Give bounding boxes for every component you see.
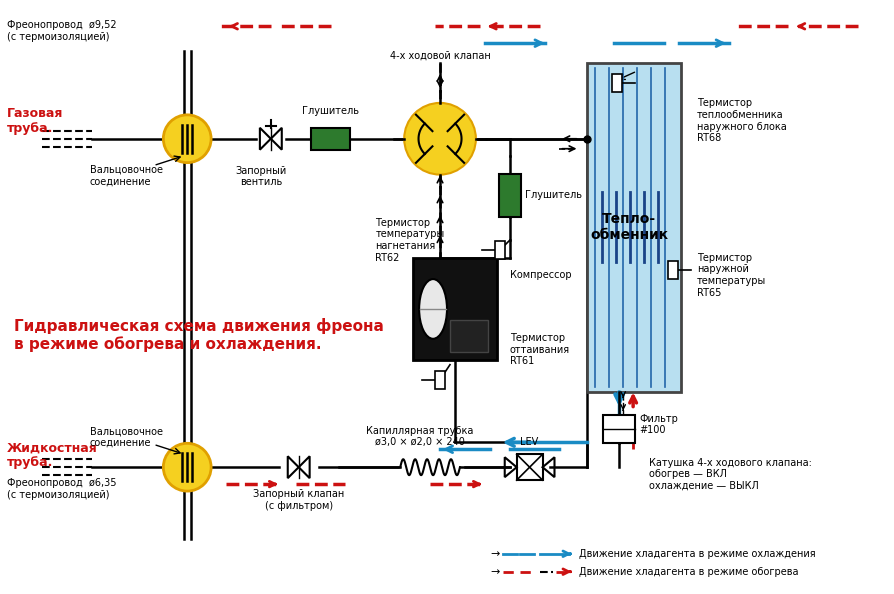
Text: →: → — [491, 567, 500, 577]
Text: Газовая
труба.: Газовая труба. — [7, 107, 63, 135]
Text: Термистор
температуры
нагнетания
RT62: Термистор температуры нагнетания RT62 — [375, 218, 444, 263]
FancyBboxPatch shape — [413, 258, 497, 360]
Text: Запорный
вентиль: Запорный вентиль — [235, 166, 286, 187]
FancyBboxPatch shape — [603, 415, 635, 443]
Text: Фреонопровод  ø9,52
(с термоизоляцией): Фреонопровод ø9,52 (с термоизоляцией) — [7, 20, 117, 42]
Text: Глушитель: Глушитель — [302, 106, 359, 116]
Ellipse shape — [419, 279, 447, 339]
Text: Жидкостная
труба.: Жидкостная труба. — [7, 441, 97, 469]
Text: Термистор
теплообменника
наружного блока
RT68: Термистор теплообменника наружного блока… — [696, 99, 787, 143]
Text: 4-х ходовой клапан: 4-х ходовой клапан — [390, 51, 491, 61]
Text: →: → — [491, 549, 500, 559]
Text: Тепло-
обменник: Тепло- обменник — [590, 212, 668, 242]
FancyBboxPatch shape — [499, 173, 520, 217]
Text: Капиллярная трубка
ø3,0 × ø2,0 × 240: Капиллярная трубка ø3,0 × ø2,0 × 240 — [367, 426, 474, 447]
Text: LEV: LEV — [520, 437, 539, 447]
FancyBboxPatch shape — [668, 261, 678, 279]
FancyBboxPatch shape — [494, 241, 505, 259]
Text: Компрессор: Компрессор — [510, 270, 571, 280]
Text: Вальцовочное
соединение: Вальцовочное соединение — [89, 165, 163, 187]
Text: Запорный клапан
(с фильтром): Запорный клапан (с фильтром) — [253, 489, 344, 511]
FancyBboxPatch shape — [612, 74, 622, 92]
Circle shape — [164, 115, 211, 163]
Circle shape — [404, 103, 476, 175]
Text: Движение хладагента в режиме обогрева: Движение хладагента в режиме обогрева — [579, 567, 799, 577]
FancyBboxPatch shape — [435, 371, 445, 388]
Text: Термистор
наружной
температуры
RT65: Термистор наружной температуры RT65 — [696, 252, 766, 298]
Text: Вальцовочное
соединение: Вальцовочное соединение — [89, 426, 163, 448]
Text: Термистор
оттаивания
RT61: Термистор оттаивания RT61 — [510, 333, 569, 366]
Text: Движение хладагента в режиме охлаждения: Движение хладагента в режиме охлаждения — [579, 549, 816, 559]
Text: Глушитель: Глушитель — [525, 191, 582, 201]
FancyBboxPatch shape — [587, 63, 681, 391]
Text: Катушка 4-х ходового клапана:
обогрев — ВКЛ
охлаждение — ВЫКЛ: Катушка 4-х ходового клапана: обогрев — … — [649, 457, 812, 491]
FancyBboxPatch shape — [310, 128, 350, 150]
FancyBboxPatch shape — [450, 320, 488, 352]
Text: Гидравлическая схема движения фреона
в режиме обогрева и охлаждения.: Гидравлическая схема движения фреона в р… — [14, 318, 384, 352]
Text: Фреонопровод  ø6,35
(с термоизоляцией): Фреонопровод ø6,35 (с термоизоляцией) — [7, 478, 116, 500]
Circle shape — [164, 443, 211, 491]
Text: Фильтр
#100: Фильтр #100 — [639, 413, 678, 435]
